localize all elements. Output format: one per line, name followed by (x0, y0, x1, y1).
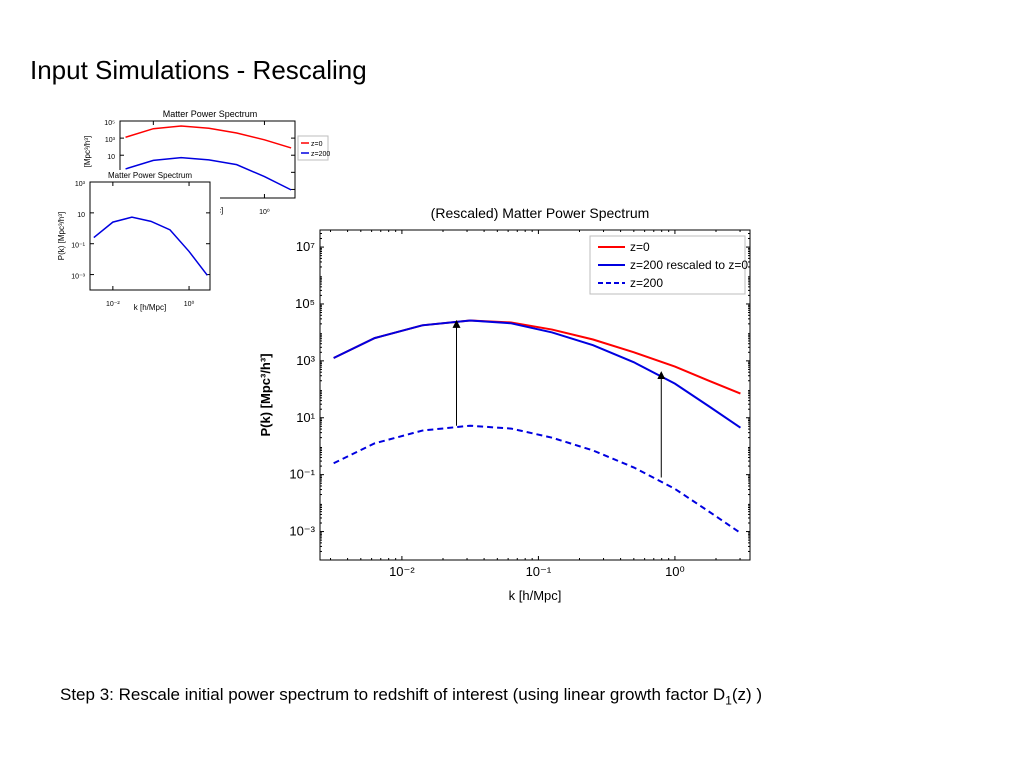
svg-text:10⁻¹: 10⁻¹ (289, 467, 315, 482)
main-ylabel: P(k) [Mpc³/h³] (258, 353, 273, 436)
svg-text:10⁵: 10⁵ (295, 296, 315, 311)
svg-text:10: 10 (107, 154, 115, 161)
main-arrows (457, 324, 662, 478)
inset-top-label-z200: z=200 (311, 151, 330, 158)
inset-top-label-z0: z=0 (311, 141, 323, 148)
svg-text:10⁻²: 10⁻² (106, 301, 120, 308)
main-chart-title: (Rescaled) Matter Power Spectrum (431, 205, 650, 221)
legend-label-rescaled: z=200 rescaled to z=0 (630, 258, 748, 272)
legend-label-z200: z=200 (630, 276, 663, 290)
svg-text:10: 10 (77, 212, 85, 219)
inset-bottom-series (94, 217, 208, 275)
svg-text:10⁻³: 10⁻³ (71, 274, 85, 281)
svg-text:10⁻³: 10⁻³ (289, 524, 315, 539)
inset-bottom-chart: Matter Power Spectrum 10⁻³ 10⁻¹ 10 10³ 10⁻²… (55, 170, 220, 320)
inset-bottom-xlabel: k [h/Mpc] (134, 303, 166, 312)
svg-text:10³: 10³ (105, 137, 116, 144)
svg-text:10⁰: 10⁰ (259, 208, 270, 216)
inset-bottom-x-ticks: 10⁻² 10⁰ (106, 182, 195, 308)
inset-top-title: Matter Power Spectrum (163, 109, 258, 119)
svg-text:10¹: 10¹ (296, 410, 315, 425)
svg-text:10⁻²: 10⁻² (389, 564, 415, 579)
caption-sub: 1 (725, 693, 732, 707)
svg-text:10⁻¹: 10⁻¹ (71, 243, 85, 250)
svg-text:10⁷: 10⁷ (296, 239, 315, 254)
legend-label-z0: z=0 (630, 240, 650, 254)
svg-text:10⁻¹: 10⁻¹ (526, 564, 552, 579)
inset-bottom-border (90, 182, 210, 290)
svg-text:10³: 10³ (296, 353, 315, 368)
inset-bottom-ylabel: P(k) [Mpc³/h³] (57, 212, 66, 260)
slide-caption: Step 3: Rescale initial power spectrum t… (60, 685, 762, 707)
main-chart: (Rescaled) Matter Power Spectrum 10⁻³ 10⁻… (250, 200, 770, 620)
inset-bottom-title: Matter Power Spectrum (108, 171, 192, 180)
inset-top-legend: z=0 z=200 (298, 136, 330, 160)
caption-prefix: Step 3: Rescale initial power spectrum t… (60, 685, 725, 704)
svg-text:10³: 10³ (75, 181, 86, 188)
svg-text:10⁰: 10⁰ (665, 564, 685, 579)
main-legend: z=0 z=200 rescaled to z=0 z=200 (590, 236, 748, 294)
caption-suffix: (z) ) (732, 685, 762, 704)
page-title: Input Simulations - Rescaling (30, 55, 367, 86)
main-xlabel: k [h/Mpc] (509, 588, 562, 603)
inset-bottom-y-ticks: 10⁻³ 10⁻¹ 10 10³ (71, 181, 210, 281)
main-series (334, 320, 741, 533)
svg-text:10⁰: 10⁰ (184, 300, 195, 308)
svg-text:10⁵: 10⁵ (104, 120, 115, 127)
